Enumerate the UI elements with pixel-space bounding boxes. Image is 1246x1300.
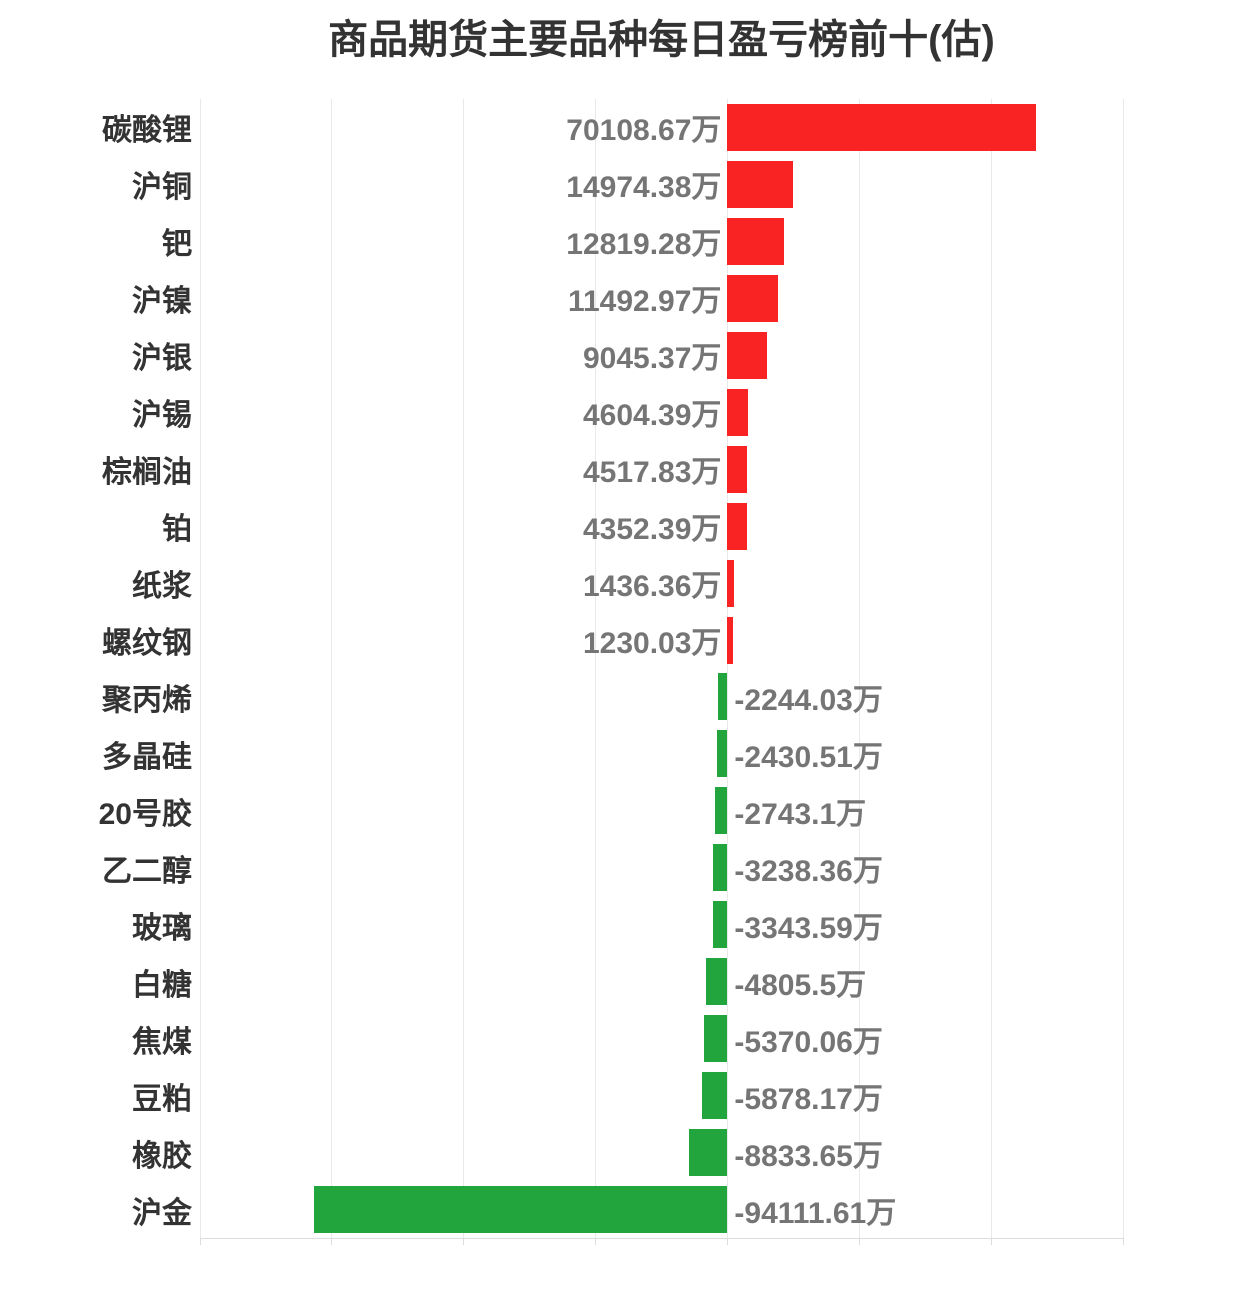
bar-positive[interactable] <box>727 388 748 436</box>
category-label: 螺纹钢 <box>102 627 192 661</box>
gridline <box>990 99 992 1238</box>
bar-positive[interactable] <box>727 274 778 322</box>
category-label: 铂 <box>162 513 192 547</box>
value-label: -5370.06万 <box>734 1025 883 1059</box>
category-label: 沪银 <box>132 342 192 376</box>
gridline <box>331 99 333 1238</box>
x-axis-line <box>200 1238 1123 1239</box>
category-label: 橡胶 <box>132 1139 192 1173</box>
axis-tick <box>990 1238 992 1245</box>
category-label: 钯 <box>162 228 192 262</box>
value-label: 4352.39万 <box>582 513 722 547</box>
gridline <box>858 99 860 1238</box>
bar-negative[interactable] <box>713 844 728 892</box>
value-label: 4604.39万 <box>582 399 722 433</box>
gridline <box>726 99 728 1238</box>
category-label: 沪铜 <box>132 171 192 205</box>
category-label: 多晶硅 <box>102 740 192 774</box>
value-label: 4517.83万 <box>582 456 722 490</box>
chart-title: 商品期货主要品种每日盈亏榜前十(估) <box>328 18 995 62</box>
category-label: 20号胶 <box>98 797 192 831</box>
axis-tick <box>858 1238 860 1245</box>
bar-positive[interactable] <box>727 331 768 379</box>
bar-positive[interactable] <box>727 616 733 664</box>
category-label: 沪镍 <box>132 285 192 319</box>
bar-negative[interactable] <box>706 958 728 1006</box>
bar-positive[interactable] <box>727 502 747 550</box>
category-label: 沪锡 <box>132 399 192 433</box>
category-label: 白糖 <box>132 968 192 1002</box>
axis-tick <box>331 1238 333 1245</box>
axis-tick <box>726 1238 728 1245</box>
category-label: 聚丙烯 <box>102 683 192 717</box>
value-label: 9045.37万 <box>582 342 722 376</box>
gridline <box>595 99 597 1238</box>
value-label: 1230.03万 <box>582 627 722 661</box>
bar-negative[interactable] <box>715 787 728 835</box>
bar-positive[interactable] <box>727 217 784 265</box>
value-label: -4805.5万 <box>734 968 867 1002</box>
bar-negative[interactable] <box>717 673 728 721</box>
bar-negative[interactable] <box>703 1015 728 1063</box>
bar-negative[interactable] <box>716 730 728 778</box>
bar-negative[interactable] <box>313 1186 728 1234</box>
category-label: 玻璃 <box>132 911 192 945</box>
category-label: 焦煤 <box>132 1025 192 1059</box>
bar-positive[interactable] <box>727 103 1036 151</box>
bar-positive[interactable] <box>727 160 794 208</box>
bar-positive[interactable] <box>727 445 748 493</box>
axis-tick <box>595 1238 597 1245</box>
gridline <box>1122 99 1124 1238</box>
axis-tick <box>199 1238 201 1245</box>
value-label: -2743.1万 <box>734 797 867 831</box>
axis-tick <box>463 1238 465 1245</box>
category-label: 沪金 <box>132 1196 192 1230</box>
gridline <box>463 99 465 1238</box>
gridline <box>199 99 201 1238</box>
bar-negative[interactable] <box>712 901 728 949</box>
category-label: 碳酸锂 <box>102 114 192 148</box>
category-label: 棕榈油 <box>102 456 192 490</box>
bar-negative[interactable] <box>688 1129 728 1177</box>
category-label: 豆粕 <box>132 1082 192 1116</box>
value-label: 1436.36万 <box>582 570 722 604</box>
value-label: -2430.51万 <box>734 740 883 774</box>
axis-tick <box>1122 1238 1124 1245</box>
bar-positive[interactable] <box>727 559 734 607</box>
value-label: -3238.36万 <box>734 854 883 888</box>
category-label: 纸浆 <box>132 570 192 604</box>
value-label: -5878.17万 <box>734 1082 883 1116</box>
value-label: -2244.03万 <box>734 683 883 717</box>
bar-negative[interactable] <box>701 1072 728 1120</box>
value-label: 70108.67万 <box>566 114 722 148</box>
value-label: 11492.97万 <box>567 285 722 319</box>
category-label: 乙二醇 <box>102 854 192 888</box>
value-label: 14974.38万 <box>566 171 722 205</box>
value-label: -94111.61万 <box>734 1196 897 1230</box>
value-label: 12819.28万 <box>566 228 722 262</box>
value-label: -3343.59万 <box>734 911 883 945</box>
value-label: -8833.65万 <box>734 1139 883 1173</box>
